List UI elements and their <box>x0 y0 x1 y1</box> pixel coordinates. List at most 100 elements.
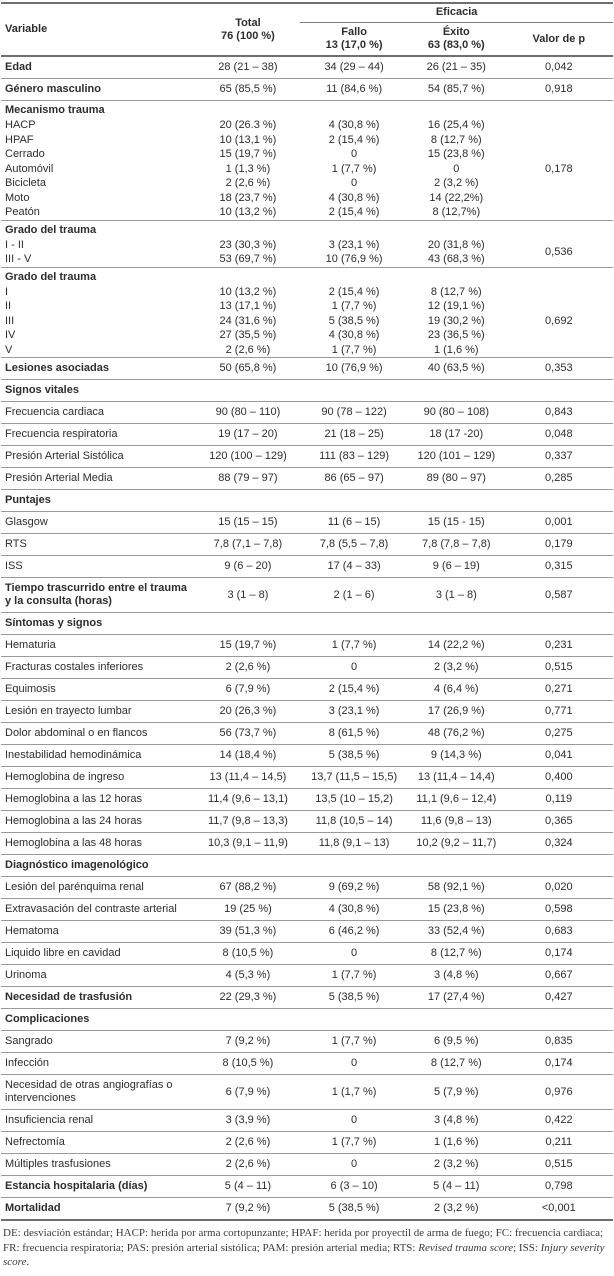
fallo-cell: 11,8 (9,1 – 13) <box>318 837 390 849</box>
fallo-cell: 2 (15,4 %) <box>328 683 380 695</box>
total-cell: 1 (1,3 %) <box>225 162 271 175</box>
table-row: Extravasación del contraste arterial 19 (… <box>1 899 613 921</box>
total-cell: 2 (2,6 %) <box>225 343 271 356</box>
row-label: Dolor abdominal o en flancos <box>5 727 148 739</box>
exito-cell: 120 (101 – 129) <box>417 450 496 462</box>
row-label: Inestabilidad hemodinámica <box>5 749 142 761</box>
fallo-cell: 13,5 (10 – 15,2) <box>315 793 393 805</box>
total-cell: 2 (2,6 %) <box>225 1158 271 1170</box>
fallo-cell: 7,8 (5,5 – 7,8) <box>319 538 389 550</box>
row-block: Insuficiencia renal 3 (3,9 %) 0 3 (4,8 %) 0,… <box>1 1109 613 1132</box>
table-row: Sangrado 7 (9,2 %) 1 (7,7 %) 6 (9,5 %) 0,835 <box>1 1031 613 1053</box>
row-block: Género masculino 65 (85,5 %) 11 (84,6 %) 54… <box>1 78 613 101</box>
fallo-cell: 0 <box>351 177 358 189</box>
row-label: Lesiones asociadas <box>5 362 109 374</box>
row-label: Automóvil <box>5 162 54 175</box>
row-label: Necesidad de trasfusión <box>5 991 133 1003</box>
exito-cell: 19 (30,2 %) <box>427 314 485 327</box>
section-row: Signos vitales <box>1 380 613 402</box>
row-label: I - II <box>5 238 24 251</box>
fallo-cell: 4 (30,8 %) <box>328 329 380 341</box>
row-block: Fracturas costales inferiores 2 (2,6 %) 0 2… <box>1 656 613 679</box>
exito-cell: 11,1 (9,6 – 12,4) <box>416 793 497 805</box>
table-row: Fracturas costales inferiores 2 (2,6 %) 0 2… <box>1 657 613 679</box>
row-block: Extravasación del contraste arterial 19 (… <box>1 898 613 921</box>
row-label: Frecuencia respiratoria <box>5 428 118 440</box>
group-sub-row: IV 27 (35,5 %) 4 (30,8 %) 23 (36,5 %) <box>1 328 613 343</box>
table-row: Género masculino 65 (85,5 %) 11 (84,6 %) 54… <box>1 79 613 101</box>
fallo-cell: 1 (7,7 %) <box>331 1035 377 1047</box>
row-label: Equimosis <box>5 683 56 695</box>
total-cell: 8 (10,5 %) <box>222 947 274 959</box>
header-p-value: Valor de p <box>532 32 586 45</box>
header-exito-line2: 63 (83,0 %) <box>427 39 485 51</box>
header-variable: Variable <box>5 23 48 35</box>
total-cell: 20 (26.3 %) <box>219 119 277 131</box>
table-row: Frecuencia respiratoria 19 (17 – 20) 21 (1… <box>1 424 613 446</box>
section-block: Síntomas y signos <box>1 612 613 635</box>
table-row: Nefrectomía 2 (2,6 %) 1 (7,7 %) 1 (1,6 %) 0,… <box>1 1132 613 1154</box>
group-sub-row: Cerrado 15 (19,7 %) 0 15 (23,8 %) <box>1 147 613 162</box>
table-row: Hematuria 15 (19,7 %) 1 (7,7 %) 14 (22,2 %)… <box>1 635 613 657</box>
p-cell: 0,048 <box>545 428 573 440</box>
exito-cell: 15 (23,8 %) <box>427 148 485 160</box>
total-cell: 120 (100 – 129) <box>209 450 287 462</box>
row-label: Presión Arterial Media <box>5 472 113 484</box>
fallo-cell: 2 (1 – 6) <box>333 588 375 601</box>
fallo-cell: 3 (23,1 %) <box>328 705 380 717</box>
row-label: Glasgow <box>5 516 48 528</box>
exito-cell: 14 (22,2%) <box>429 191 484 204</box>
total-cell: 14 (18,4 %) <box>219 749 277 761</box>
group-sub-row: V 2 (2,6 %) 1 (7,7 %) 1 (1,6 %) <box>1 343 613 358</box>
header-fallo: Fallo 13 (17,0 %) <box>300 23 408 57</box>
header-exito: Éxito 63 (83,0 %) <box>408 23 505 57</box>
exito-cell: 8 (12,7 %) <box>430 133 482 146</box>
table-row: Presión Arterial Media 88 (79 – 97) 86 (65… <box>1 468 613 490</box>
row-block: Nefrectomía 2 (2,6 %) 1 (7,7 %) 1 (1,6 %) 0,… <box>1 1131 613 1154</box>
table-header: Variable Total 76 (100 %) Eficacia Fallo… <box>1 3 613 56</box>
row-block: Necesidad de trasfusión 22 (29,3 %) 5 (38,… <box>1 986 613 1009</box>
group-sub-row: III - V 53 (69,7 %) 10 (76,9 %) 43 (68,3 %) <box>1 252 613 267</box>
group-sub-row: HACP 20 (26.3 %) 4 (30,8 %) 16 (25,4 %) 0,17… <box>1 118 613 175</box>
fallo-cell: 1 (1,7 %) <box>331 1085 377 1098</box>
total-cell: 56 (73,7 %) <box>219 727 277 739</box>
section-row: Complicaciones <box>1 1009 613 1031</box>
row-label: Género masculino <box>5 83 101 95</box>
total-cell: 4 (5,3 %) <box>225 969 271 981</box>
row-label: V <box>5 343 13 356</box>
total-cell: 90 (80 – 110) <box>215 406 281 418</box>
section-label: Puntajes <box>5 494 51 506</box>
p-cell: 0,771 <box>545 705 573 717</box>
row-block: Hemoglobina de ingreso 13 (11,4 – 14,5) 13… <box>1 766 613 789</box>
group-sub-row: I 10 (13,2 %) 2 (15,4 %) 8 (12,7 %) 0,692 <box>1 285 613 327</box>
row-block: Edad 28 (21 – 38) 34 (29 – 44) 26 (21 – 35)… <box>1 56 613 79</box>
exito-cell: 9 (14,3 %) <box>430 749 482 761</box>
p-cell: 0,231 <box>545 639 573 651</box>
row-label: HPAF <box>5 133 34 146</box>
row-block: Glasgow 15 (15 – 15) 11 (6 – 15) 15 (15 - 1… <box>1 511 613 534</box>
total-cell: 50 (65,8 %) <box>219 362 277 374</box>
total-cell: 2 (2,6 %) <box>225 177 271 189</box>
fallo-cell: 0 <box>351 1057 358 1069</box>
row-label: Urinoma <box>5 969 47 981</box>
fallo-cell: 90 (78 – 122) <box>321 406 387 418</box>
row-label: Múltiples trasfusiones <box>5 1158 111 1170</box>
section-block: Puntajes <box>1 489 613 512</box>
exito-cell: 17 (27,4 %) <box>427 991 485 1003</box>
exito-cell: 15 (23,8 %) <box>427 903 485 915</box>
total-cell: 11,4 (9,6 – 13,1) <box>207 793 288 805</box>
header-fallo-line1: Fallo <box>341 26 367 38</box>
row-block: Hemoglobina a las 24 horas 11,7 (9,8 – 13… <box>1 810 613 833</box>
fallo-cell: 2 (15,4 %) <box>328 206 380 218</box>
section-row: Puntajes <box>1 490 613 512</box>
group-label: Grado del trauma <box>5 223 97 236</box>
row-block: Frecuencia respiratoria 19 (17 – 20) 21 (1… <box>1 423 613 446</box>
group-sub-row: I - II 23 (30,3 %) 3 (23,1 %) 20 (31,8 %) 0,… <box>1 238 613 258</box>
row-block: Liquido libre en cavidad 8 (10,5 %) 0 8 (12… <box>1 942 613 965</box>
exito-cell: 8 (12,7 %) <box>430 285 482 298</box>
exito-cell: 12 (19,1 %) <box>427 300 485 312</box>
section-block: Diagnóstico imagenológico <box>1 854 613 877</box>
section-label: Signos vitales <box>5 384 79 396</box>
fallo-cell: 0 <box>351 661 358 673</box>
section-block: Signos vitales <box>1 379 613 402</box>
